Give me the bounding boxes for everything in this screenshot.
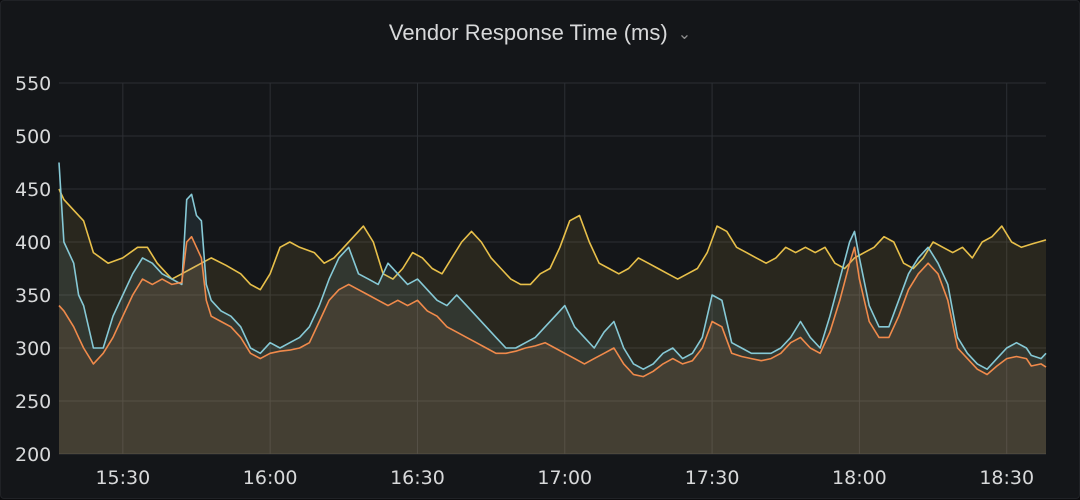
x-tick-label: 16:00 [243, 467, 298, 489]
y-tick-label: 350 [15, 285, 51, 307]
series-yellow-area [59, 189, 1046, 454]
x-axis-ticks: 15:30 16:00 16:30 17:00 17:30 18:00 18:30 [95, 467, 1034, 489]
panel-header[interactable]: Vendor Response Time (ms) ⌄ [1, 15, 1079, 51]
series-orange-area [59, 236, 1046, 454]
series-orange-line [58, 235, 1047, 378]
series-yellow-line [58, 188, 1047, 291]
y-tick-label: 450 [15, 179, 51, 201]
x-tick-label: 17:00 [537, 467, 592, 489]
x-tick-label: 18:30 [979, 467, 1034, 489]
y-tick-label: 300 [15, 338, 51, 360]
grid [59, 82, 1046, 455]
series-cyan-line [58, 162, 1047, 370]
y-tick-label: 400 [15, 232, 51, 254]
y-tick-label: 500 [15, 126, 51, 148]
series-cyan-area [59, 162, 1046, 454]
y-tick-label: 200 [15, 444, 51, 466]
series-group [58, 162, 1047, 454]
x-tick-label: 18:00 [832, 467, 887, 489]
x-tick-label: 17:30 [685, 467, 740, 489]
x-tick-label: 16:30 [390, 467, 445, 489]
y-axis-ticks: 200 250 300 350 400 450 500 550 [15, 73, 51, 466]
chevron-down-icon[interactable]: ⌄ [677, 26, 692, 43]
y-tick-label: 250 [15, 391, 51, 413]
panel-title[interactable]: Vendor Response Time (ms) [388, 20, 668, 45]
y-tick-label: 550 [15, 73, 51, 95]
x-tick-label: 15:30 [95, 467, 150, 489]
